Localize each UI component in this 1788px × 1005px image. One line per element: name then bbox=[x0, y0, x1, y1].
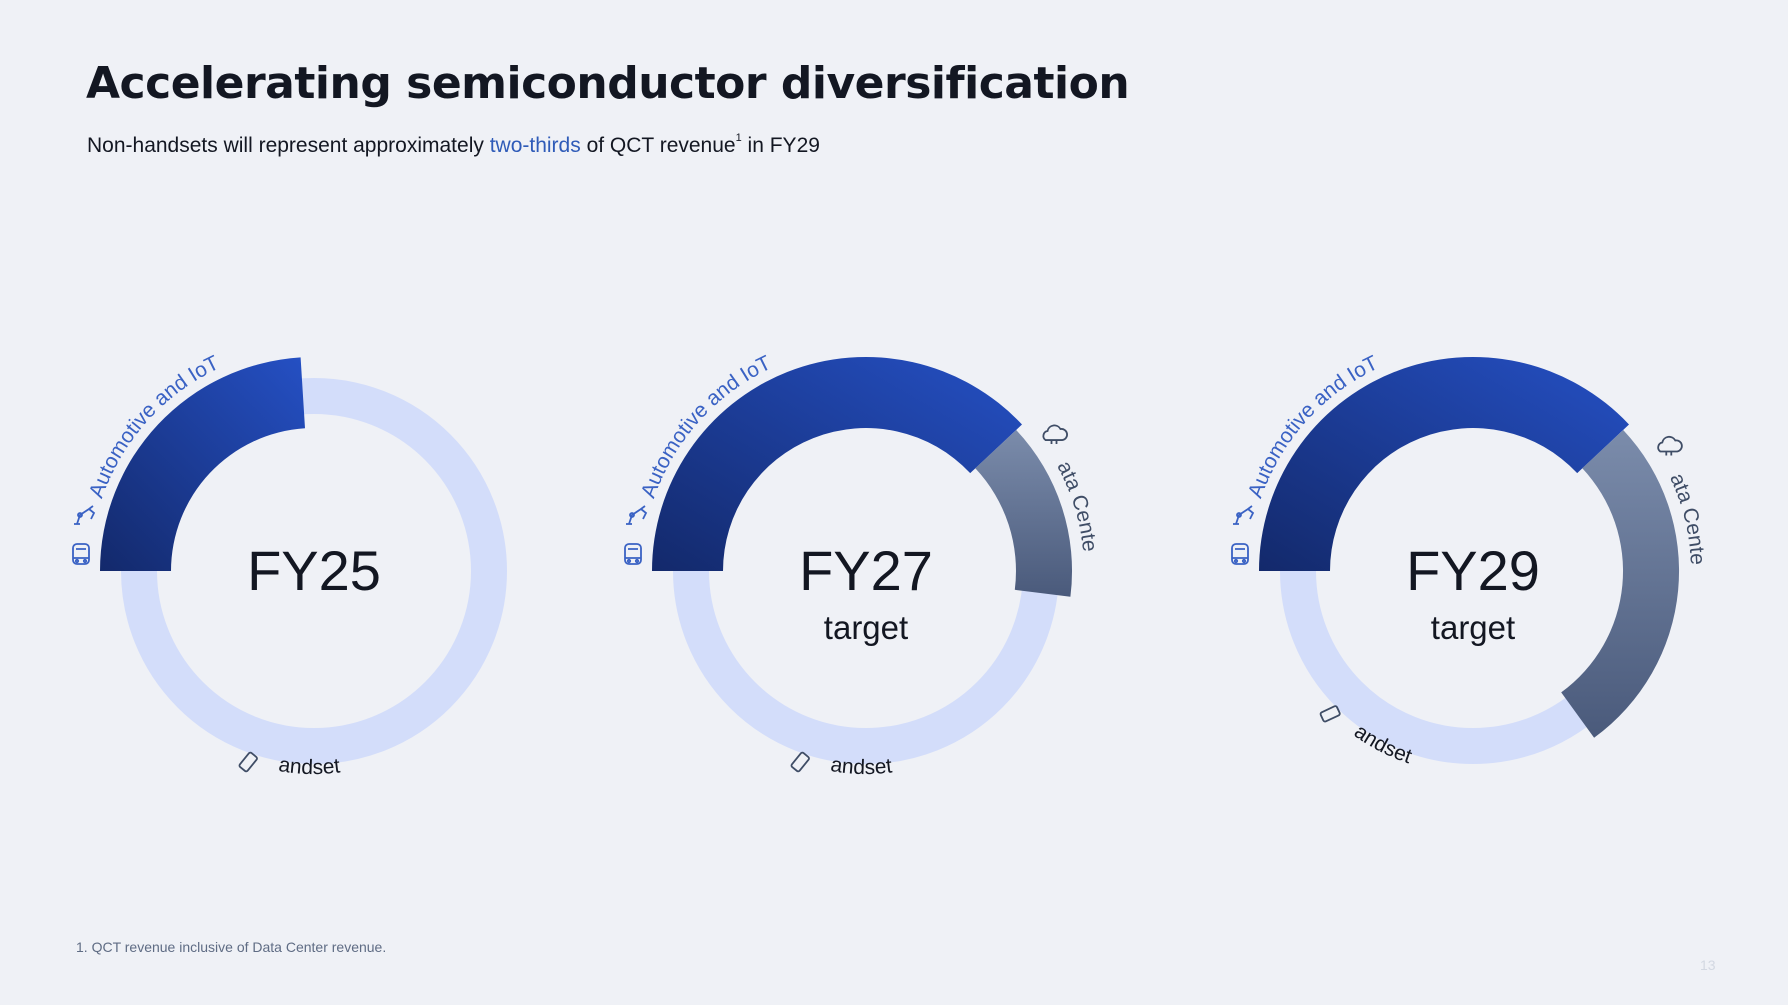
subtitle-text-start: Non-handsets will represent approximatel… bbox=[87, 134, 490, 157]
center-sublabel: target bbox=[1431, 609, 1515, 646]
car-front-icon bbox=[1231, 543, 1249, 565]
subtitle-text-end: in FY29 bbox=[741, 134, 820, 157]
center-label: FY25 bbox=[247, 539, 381, 602]
smartphone-icon bbox=[1319, 705, 1341, 723]
car-front-icon bbox=[624, 543, 642, 565]
slide-subtitle: Non-handsets will represent approximatel… bbox=[87, 132, 820, 158]
robot-arm-icon bbox=[74, 505, 96, 525]
data-center-label: Data Center bbox=[0, 0, 1709, 565]
data-center-segment bbox=[975, 430, 1073, 597]
cloud-icon bbox=[1657, 436, 1683, 456]
slide-title: Accelerating semiconductor diversificati… bbox=[86, 58, 1130, 109]
robot-arm-icon bbox=[1233, 505, 1255, 525]
center-label: FY29 bbox=[1406, 539, 1540, 602]
smartphone-icon bbox=[238, 751, 258, 773]
subtitle-text-middle: of QCT revenue bbox=[580, 134, 736, 157]
automotive-iot-segment bbox=[652, 356, 1022, 571]
smartphone-icon bbox=[790, 751, 810, 773]
page-number: 13 bbox=[1700, 957, 1716, 973]
footnote: 1. QCT revenue inclusive of Data Center … bbox=[76, 939, 387, 955]
footnote-reference: 1 bbox=[735, 132, 742, 144]
data-center-segment bbox=[1561, 430, 1680, 738]
center-label: FY27 bbox=[799, 539, 933, 602]
automotive-iot-segment bbox=[1259, 356, 1629, 571]
automotive-iot-segment bbox=[100, 357, 305, 571]
center-sublabel: target bbox=[824, 609, 908, 646]
subtitle-highlight: two-thirds bbox=[489, 134, 581, 157]
car-front-icon bbox=[72, 543, 90, 565]
cloud-icon bbox=[1042, 424, 1068, 445]
robot-arm-icon bbox=[626, 505, 648, 525]
